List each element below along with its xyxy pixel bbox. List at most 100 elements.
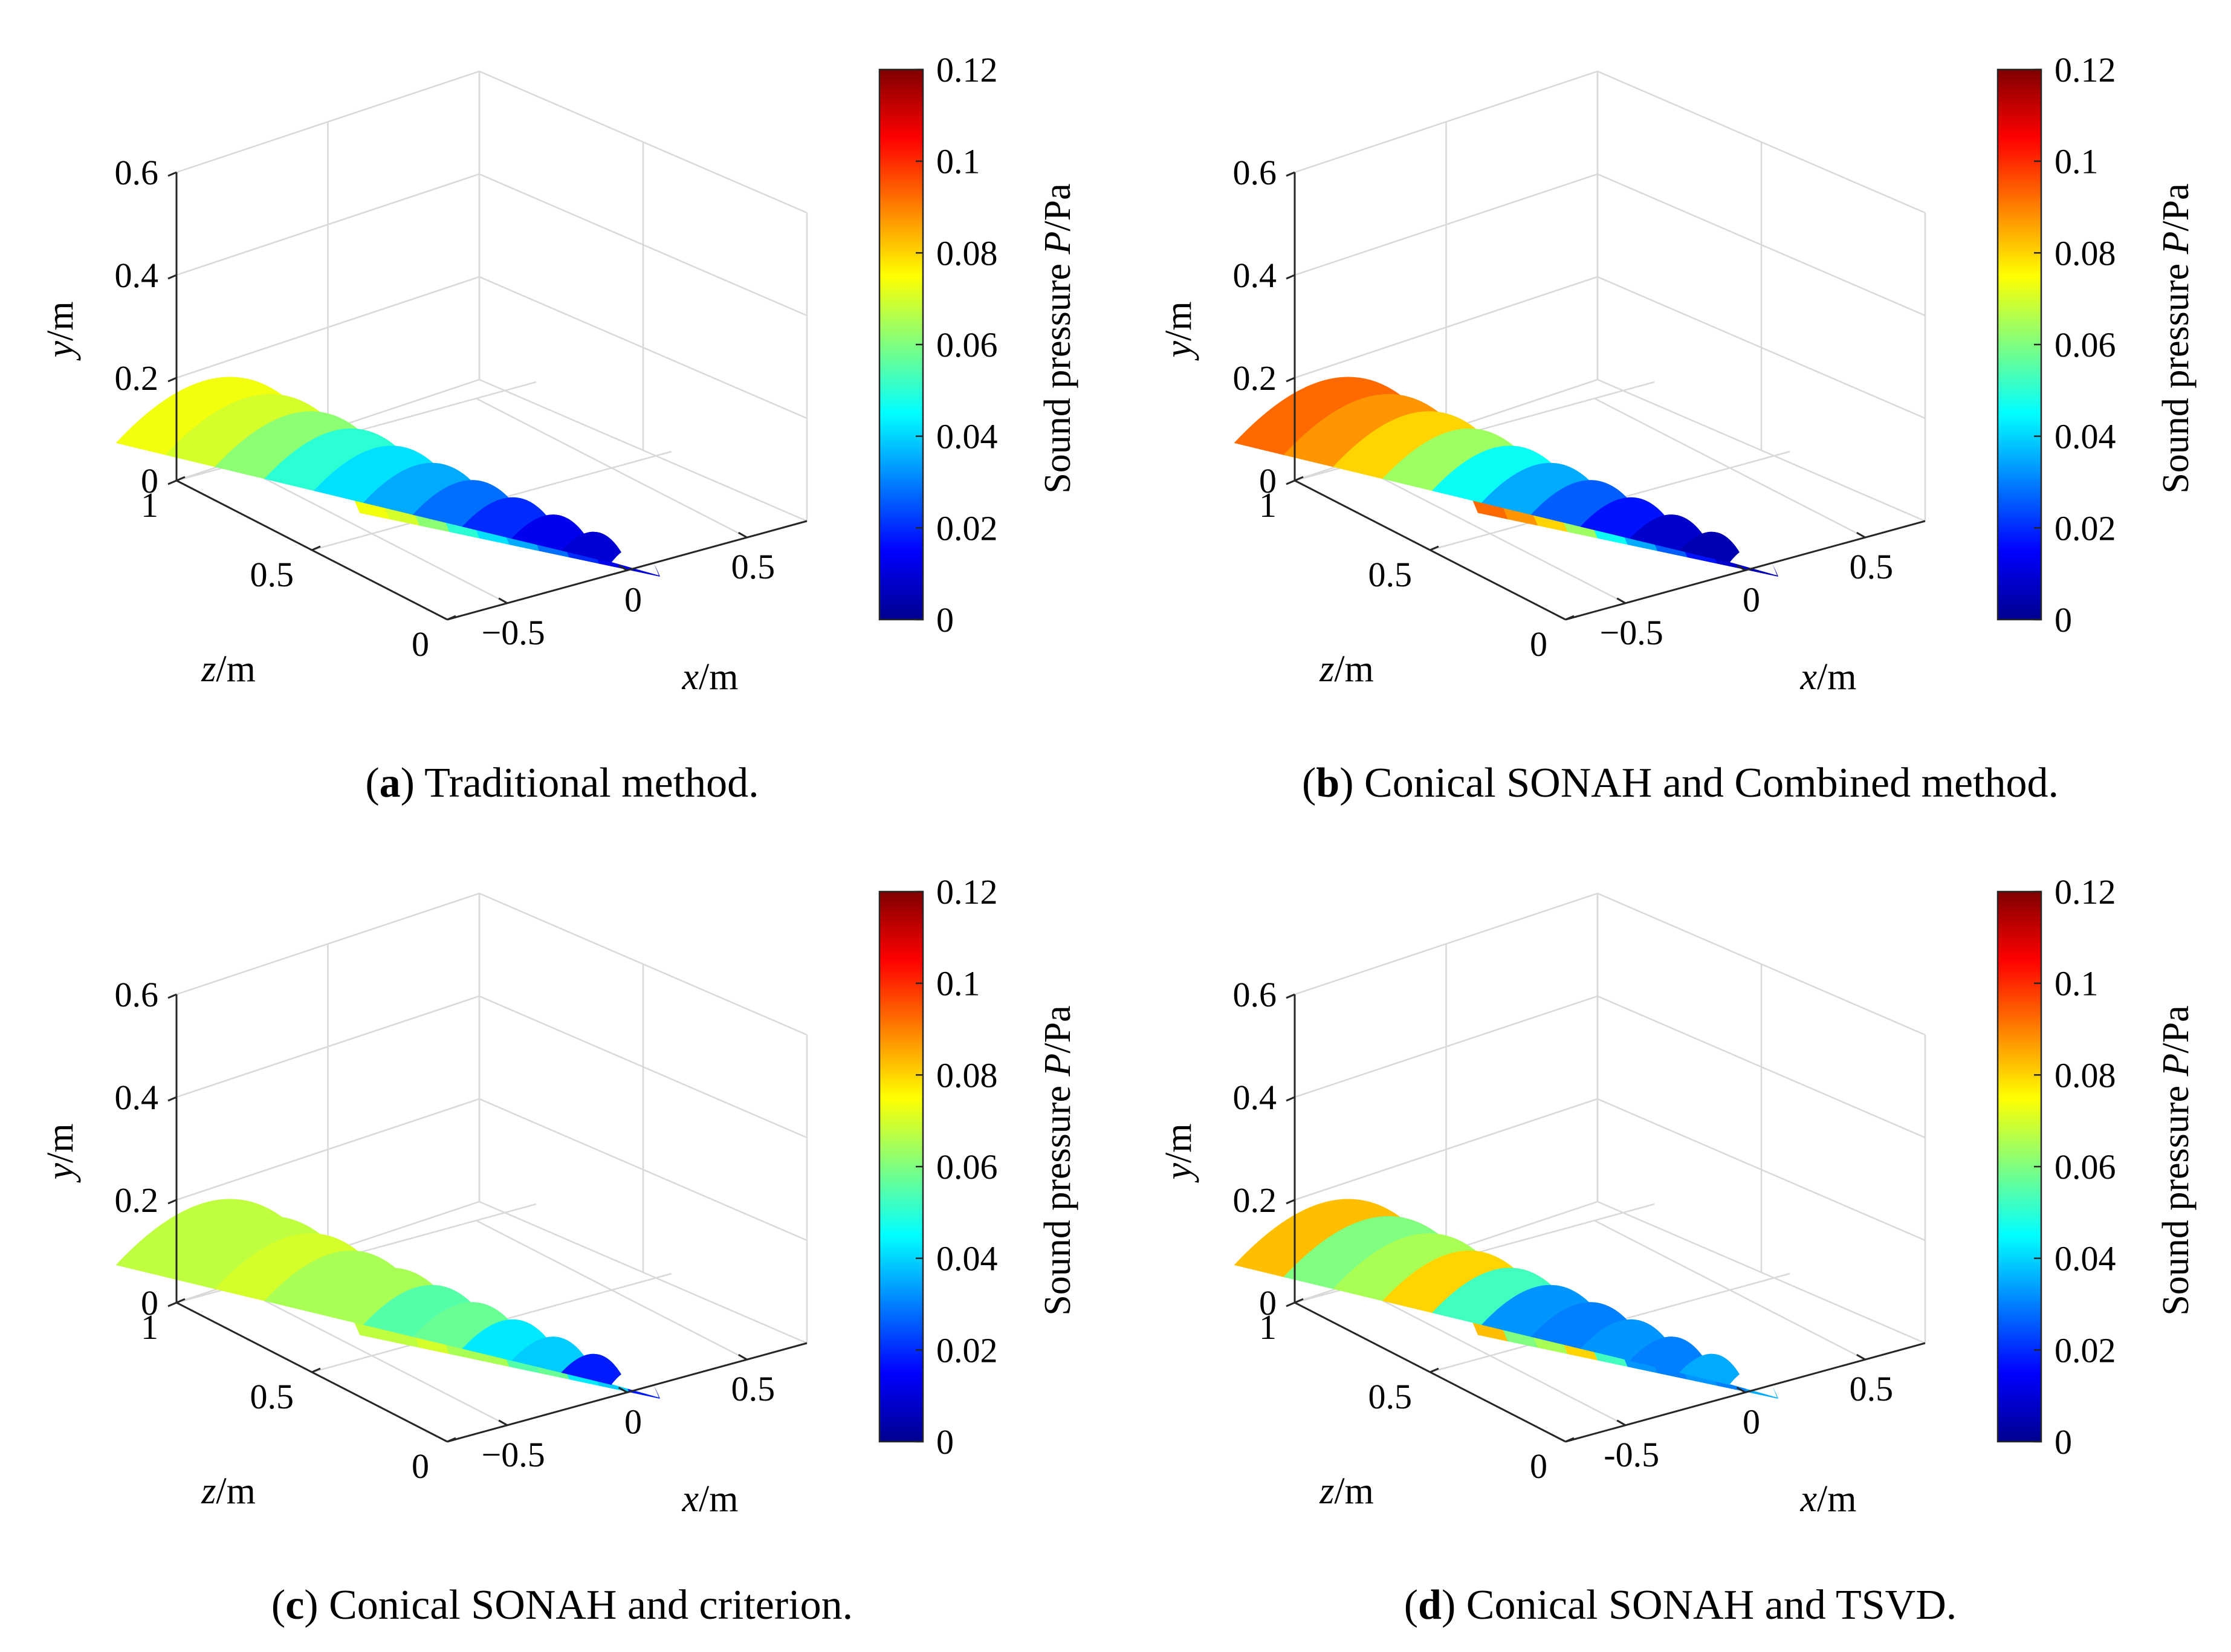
z-axis-label: z/m xyxy=(1319,649,1374,690)
colorbar-label: Sound pressure P/Pa xyxy=(1037,1005,1078,1315)
y-axis-label: y/m xyxy=(40,302,81,361)
z-axis-label-var: z xyxy=(1319,649,1334,690)
x-axis-label: x/m xyxy=(1800,1479,1857,1520)
caption-letter: a xyxy=(380,760,401,806)
colorbar-tick-label: 0.08 xyxy=(936,233,998,273)
surface-opening xyxy=(1730,1369,1777,1398)
colorbar: 0 0.02 0.04 0.06 0.08 0.1 0.12 Sound pressure P… xyxy=(878,50,1078,640)
colorbar-label-unit: /Pa xyxy=(2155,1005,2197,1053)
x-axis-label-unit: /m xyxy=(1817,1479,1856,1520)
x-tick-mark xyxy=(498,1419,508,1427)
y-tick-mark xyxy=(1286,479,1295,485)
z-tick-mark xyxy=(176,1298,186,1304)
y-tick-label: 0.2 xyxy=(1233,1181,1277,1220)
z-tick-mark xyxy=(1430,1367,1439,1373)
surface-opening xyxy=(612,1369,659,1398)
colorbar-tick-label: 0.1 xyxy=(2055,964,2099,1003)
y-tick-label: 0.2 xyxy=(115,358,159,398)
z-tick-mark xyxy=(1565,615,1575,621)
panel-b: 00.20.40.600.51−0.500.5y/mz/m x/m00.020.0… xyxy=(1158,50,2197,806)
x-tick-label: 0.5 xyxy=(731,547,776,586)
colorbar: 0 0.02 0.04 0.06 0.08 0.1 0.12 Sound pressure P… xyxy=(1996,872,2197,1462)
z-axis-label: z/m xyxy=(201,649,256,690)
colorbar-tick-label: 0.08 xyxy=(2055,233,2116,273)
colorbar-tick-label: 0.06 xyxy=(2055,325,2116,364)
colorbar-tick-label: 0.1 xyxy=(936,964,980,1003)
colorbar-tick-label: 0.1 xyxy=(2055,142,2099,181)
y-tick-label: 0.4 xyxy=(1233,1078,1277,1117)
y-tick-mark xyxy=(167,993,177,999)
colorbar-tick-label: 0.04 xyxy=(936,1239,998,1278)
colorbar-tick-label: 0.04 xyxy=(2055,417,2116,456)
y-tick-mark xyxy=(167,479,177,485)
x-axis-label: x/m xyxy=(1800,656,1857,698)
colorbar-label-prefix: Sound pressure xyxy=(2155,1077,2197,1316)
y-tick-mark xyxy=(1286,274,1295,280)
z-tick-mark xyxy=(447,615,456,621)
axes: 00.20.40.600.51-0.500.5y/mz/m x/m xyxy=(1158,975,1926,1520)
z-axis-label-var: z xyxy=(201,1471,216,1512)
z-tick-label: 0.5 xyxy=(250,1377,294,1416)
caption-open: ( xyxy=(365,760,379,806)
x-tick-mark xyxy=(1856,531,1866,539)
colorbar-tick-label: 0 xyxy=(936,600,954,640)
colorbar-tick-label: 0.08 xyxy=(936,1055,998,1095)
z-axis-label-unit: /m xyxy=(1334,649,1373,690)
x-axis-label: x/m xyxy=(682,1479,739,1520)
gridline-y xyxy=(1294,70,1926,214)
colorbar-label: Sound pressure P/Pa xyxy=(1037,183,1078,493)
y-tick-mark xyxy=(167,274,177,280)
colorbar: 0 0.02 0.04 0.06 0.08 0.1 0.12 Sound pressure P… xyxy=(878,872,1078,1462)
x-tick-mark xyxy=(618,565,628,571)
colorbar-tick-label: 0 xyxy=(936,1422,954,1462)
colorbar-tick-label: 0 xyxy=(2055,1422,2072,1462)
colorbar-tick-label: 0.06 xyxy=(936,325,998,364)
colorbar-tick-label: 0.02 xyxy=(2055,508,2116,548)
caption-text: ) Traditional method. xyxy=(401,760,759,806)
y-tick-mark xyxy=(167,171,177,177)
y-axis-label: y/m xyxy=(1158,302,1199,361)
y-tick-mark xyxy=(167,1199,177,1205)
z-axis-label-var: z xyxy=(201,649,216,690)
z-tick-label: 1 xyxy=(141,485,158,525)
x-axis-label-var: x xyxy=(1800,1479,1818,1520)
z-axis-label: z/m xyxy=(1319,1471,1374,1512)
y-tick-label: 0.6 xyxy=(1233,153,1277,192)
y-tick-mark xyxy=(167,1301,177,1307)
colorbar-tick-label: 0.04 xyxy=(936,417,998,456)
colorbar-label-var: P xyxy=(2155,1054,2197,1077)
caption-letter: b xyxy=(1316,760,1339,806)
axes: 00.20.40.600.51−0.500.5y/mz/m x/m xyxy=(40,975,808,1520)
axes: 00.20.40.600.51−0.500.5y/mz/m x/m xyxy=(1158,153,1926,698)
panel-a: 00.20.40.600.51−0.500.5y/mz/m x/m00.020.0… xyxy=(40,50,1078,806)
z-tick-label: 0 xyxy=(1530,624,1547,664)
y-tick-label: 0.6 xyxy=(115,153,159,192)
x-axis-label: x/m xyxy=(682,656,739,698)
x-tick-label: -0.5 xyxy=(1604,1435,1659,1474)
colorbar-tick-label: 0.08 xyxy=(2055,1055,2116,1095)
z-axis-label-unit: /m xyxy=(216,1471,255,1512)
z-tick-mark xyxy=(1565,1437,1575,1443)
z-tick-label: 0 xyxy=(412,1446,429,1486)
x-tick-mark xyxy=(1736,565,1746,571)
y-axis-label: y/m xyxy=(40,1124,81,1184)
panel-c: 00.20.40.600.51−0.500.5y/mz/m x/m00.020.0… xyxy=(40,872,1078,1628)
x-tick-label: −0.5 xyxy=(482,1435,545,1474)
gridline-y xyxy=(176,173,808,317)
x-tick-mark xyxy=(738,1353,748,1361)
x-axis-label-unit: /m xyxy=(699,1479,738,1520)
x-tick-label: −0.5 xyxy=(1600,613,1663,652)
colorbar-tick-label: 0.04 xyxy=(2055,1239,2116,1278)
x-axis-label-unit: /m xyxy=(699,656,738,698)
z-tick-label: 1 xyxy=(1259,485,1277,525)
y-axis-label: y/m xyxy=(1158,1124,1199,1184)
gridline-y xyxy=(1294,173,1926,317)
x-tick-label: 0 xyxy=(624,580,642,620)
y-tick-label: 0.6 xyxy=(115,975,159,1014)
x-tick-label: 0 xyxy=(1743,580,1760,620)
z-axis-label-var: z xyxy=(1319,1471,1334,1512)
y-tick-label: 0 xyxy=(141,1283,158,1323)
colorbar-label-unit: /Pa xyxy=(2155,183,2197,231)
gridline-y xyxy=(1294,892,1926,1036)
